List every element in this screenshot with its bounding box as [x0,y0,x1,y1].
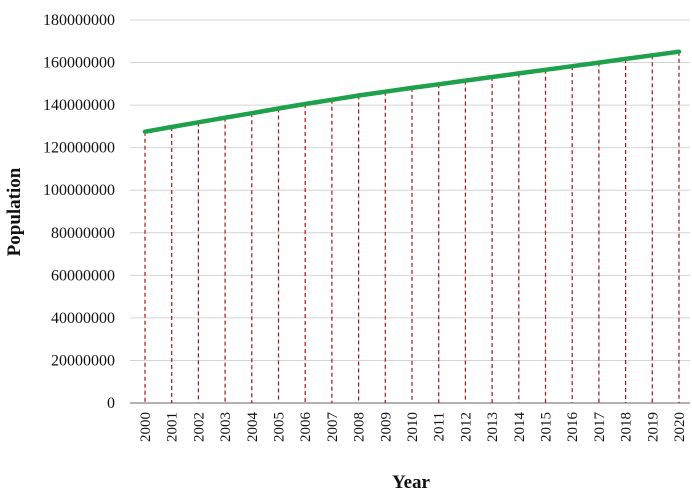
y-tick-label: 80000000 [51,225,115,242]
x-tick-label: 2017 [592,412,608,443]
x-tick-label: 2007 [325,412,341,443]
y-tick-label: 100000000 [43,182,115,199]
y-tick-labels: 0 20000000 40000000 60000000 80000000 1000000… [43,12,115,412]
y-tick-label: 140000000 [43,97,115,114]
x-tick-label: 2006 [298,412,314,443]
x-tick-label: 2000 [138,412,154,442]
y-tick-label: 0 [107,395,115,412]
y-tick-label: 180000000 [43,12,115,29]
x-tick-label: 2005 [272,412,288,442]
x-tick-label: 2020 [672,412,688,442]
x-tick-label: 2015 [539,412,555,442]
x-tick-label: 2019 [645,412,661,442]
x-tick-label: 2014 [512,412,528,443]
gridlines [130,19,690,404]
x-tick-label: 2012 [458,412,474,442]
x-tick-label: 2010 [405,412,421,442]
x-axis-title: Year [392,472,431,493]
x-tick-label: 2013 [485,412,501,442]
x-tick-label: 2001 [165,412,181,442]
y-tick-label: 40000000 [51,310,115,327]
x-tick-label: 2009 [378,412,394,442]
y-tick-label: 60000000 [51,267,115,284]
y-axis-title: Population [4,167,25,256]
x-tick-label: 2016 [565,412,581,443]
y-tick-label: 20000000 [51,352,115,369]
drop-lines [144,51,680,403]
x-tick-label: 2002 [191,412,207,442]
x-tick-label: 2008 [352,412,368,442]
x-tick-label: 2018 [619,412,635,442]
x-tick-label: 2011 [432,412,448,441]
x-tick-label: 2004 [245,412,261,443]
series-line-group [142,49,682,134]
y-tick-label: 120000000 [43,140,115,157]
y-tick-label: 160000000 [43,55,115,72]
x-tick-label: 2003 [218,412,234,442]
x-tick-labels: 2000 2001 2002 2003 2004 2005 2006 2007 2008 2009… [138,412,688,443]
population-series-line [142,49,682,134]
